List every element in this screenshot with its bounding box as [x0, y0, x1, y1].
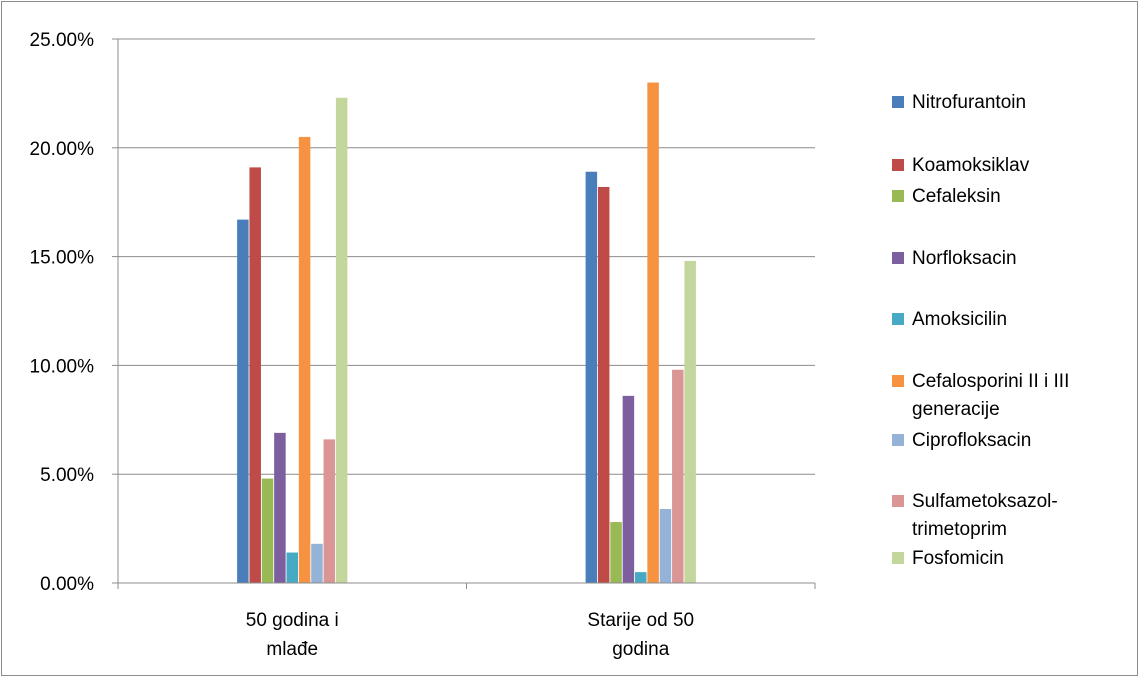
- bar: [323, 439, 336, 583]
- legend: Nitrofurantoin Koamoksiklav Cefaleksin Norf…: [892, 92, 1069, 569]
- bar: [249, 167, 261, 583]
- bar: [659, 509, 672, 583]
- x-category-label: Starije od 50: [587, 610, 694, 631]
- bar: [672, 369, 684, 583]
- legend-label: Nitrofurantoin: [912, 92, 1026, 113]
- legend-label: generacije: [912, 399, 1000, 420]
- bar: [622, 395, 635, 583]
- bar: [261, 478, 274, 583]
- bar: [335, 97, 348, 583]
- y-tick-label: 10.00%: [30, 356, 95, 377]
- y-tick-label: 5.00%: [40, 465, 94, 486]
- legend-label: Cefaleksin: [912, 186, 1001, 207]
- legend-swatch: [892, 96, 904, 108]
- y-tick-label: 25.00%: [30, 30, 95, 51]
- legend-swatch: [892, 252, 904, 264]
- legend-label: trimetoprim: [912, 519, 1007, 540]
- legend-swatch: [892, 434, 904, 446]
- legend-swatch: [892, 552, 904, 564]
- legend-swatch: [892, 190, 904, 202]
- bar: [311, 543, 323, 583]
- legend-label: Ciprofloksacin: [912, 430, 1031, 451]
- legend-label: Amoksicilin: [912, 309, 1007, 330]
- legend-swatch: [892, 313, 904, 325]
- bar: [298, 136, 311, 584]
- bar: [237, 219, 249, 583]
- legend-label: Sulfametoksazol-: [912, 491, 1058, 512]
- bars: [237, 82, 696, 584]
- x-category-label: godina: [612, 639, 669, 660]
- legend-label: Koamoksiklav: [912, 155, 1030, 176]
- y-tick-label: 0.00%: [40, 574, 94, 595]
- bar: [610, 522, 622, 583]
- bar: [635, 572, 647, 583]
- bar: [647, 82, 659, 584]
- bar: [286, 552, 298, 583]
- bar: [597, 186, 610, 583]
- x-category-label: 50 godina i: [246, 610, 339, 631]
- legend-swatch: [892, 375, 904, 387]
- bar: [274, 432, 286, 583]
- bar: [684, 260, 696, 583]
- legend-label: Cefalosporini II i III: [912, 371, 1069, 392]
- y-tick-label: 20.00%: [30, 139, 95, 160]
- legend-swatch: [892, 159, 904, 171]
- gridlines: [118, 38, 815, 475]
- legend-label: Fosfomicin: [912, 548, 1004, 569]
- legend-label: Norfloksacin: [912, 248, 1017, 269]
- legend-swatch: [892, 495, 904, 507]
- bar: [585, 171, 598, 583]
- x-axis: 50 godina i mlađe Starije od 50 godina: [117, 39, 816, 660]
- y-axis-ticks: 0.00% 5.00% 10.00% 15.00% 20.00% 25.00%: [30, 30, 118, 595]
- y-tick-label: 15.00%: [30, 248, 95, 269]
- x-category-label: mlađe: [266, 639, 318, 660]
